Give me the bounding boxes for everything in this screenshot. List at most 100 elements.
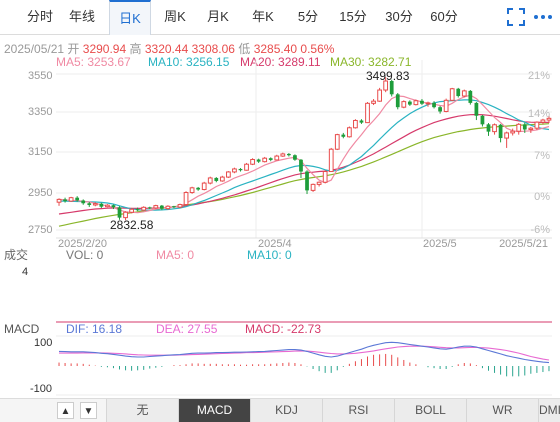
grid [56,60,552,396]
candles [56,77,552,221]
tab-weekly-k[interactable]: 周K [164,9,186,24]
price-axis-label: 3150 [28,146,52,158]
volume-title: 成交 [4,247,28,262]
candle-body [425,102,431,105]
candle-body [389,81,394,95]
tab-intraday[interactable]: 分时 [26,9,53,24]
candle-body [498,124,503,139]
candle-body [219,176,225,182]
candle-body [123,211,128,219]
more-icon[interactable] [533,8,553,26]
high-label: 高 [129,42,142,56]
candle-body [322,171,328,183]
pct-axis-label: -6% [530,224,550,236]
fullscreen-icon[interactable] [507,8,525,26]
date-axis-label: 2025/2/20 [58,238,107,250]
candle-body [334,134,340,150]
tab-15min[interactable]: 15分 [339,9,367,24]
candle-body [75,197,80,201]
open-value: 3290.94 [82,42,127,56]
candle-body [87,203,92,205]
price-axis-label: 2750 [28,224,52,236]
candle-body [189,187,195,194]
candle-body [207,177,213,184]
vol-ma10-legend: MA10: 0 [247,248,292,262]
pct-axis-label: 0% [534,191,550,203]
quote-date: 2025/05/21 [4,42,65,56]
tab-monthly-k[interactable]: 月K [207,9,229,24]
price-axis-label: 3350 [28,106,52,118]
dif-line [58,341,550,364]
indicator-tab-dmi[interactable]: DMI [538,399,560,422]
high-value: 3320.44 [144,42,189,56]
candle-body [177,204,183,208]
candle-body [449,88,455,101]
candle-body [534,121,540,129]
candle-body [413,100,419,106]
candle-body [420,100,424,104]
tab-yearly-k[interactable]: 年K [252,9,274,24]
price-axis-label: 3550 [28,70,52,82]
vol-ma5-legend: MA5: 0 [156,248,194,262]
candle-body [129,208,134,213]
open-label: 开 [67,42,80,56]
candle-body [443,99,449,112]
dif-legend: DIF: 16.18 [66,322,122,336]
ma10-line [59,99,550,211]
indicator-tab-rsi[interactable]: RSI [322,399,394,422]
candle-body [438,107,442,112]
macd-bars [58,353,550,377]
tab-yearly-line[interactable]: 年线 [68,9,95,24]
change-percent: 0.56% [300,42,335,56]
tab-5min[interactable]: 5分 [297,9,319,24]
candle-body [353,119,358,129]
candle-body [346,127,352,138]
indicator-bar: ▲ ▼ 无 MACD KDJ RSI BOLL WR DMI [0,398,560,422]
candle-body [141,206,147,211]
next-button[interactable]: ▼ [80,402,97,419]
dea-legend: DEA: 27.55 [156,322,218,336]
candle-body [238,168,243,171]
ma10-legend: MA10: 3256.15 [148,55,230,69]
indicator-tab-none[interactable]: 无 [106,399,178,422]
tab-30min[interactable]: 30分 [385,9,413,24]
ma20-legend: MA20: 3289.11 [240,55,321,69]
candle-body [528,127,534,130]
candle-body [522,124,527,130]
candle-body [407,101,412,105]
candle-body [492,124,497,133]
indicator-tab-wr[interactable]: WR [466,399,538,422]
candle-body [262,157,268,163]
prev-button[interactable]: ▲ [57,402,74,419]
candle-body [159,205,164,209]
candle-body [365,102,370,124]
candle-body [111,205,116,208]
candle-body [456,88,461,97]
indicator-tab-kdj[interactable]: KDJ [250,399,322,422]
pct-axis-label: 21% [528,70,550,82]
candle-body [432,102,436,108]
date-axis-label: 2025/5 [423,238,457,250]
close-value: 3308.06 [191,42,235,56]
candle-body [480,115,485,125]
candle-body [183,192,189,206]
tab-daily-k[interactable]: 日K [109,0,151,35]
volume-axis-value: 4 [22,266,28,278]
candle-body [328,148,334,173]
low-label: 低 [238,42,251,56]
candle-body [341,134,346,137]
kline-chart[interactable]: 3550 3350 3150 2950 2750 21% 14% 7% 0% -… [0,0,560,398]
macd-title: MACD [4,322,40,336]
low-value: 3285.40 [253,42,298,56]
candle-body [305,171,309,191]
tab-60min[interactable]: 60分 [430,9,458,24]
indicator-tab-boll[interactable]: BOLL [394,399,466,422]
indicator-tab-macd[interactable]: MACD [178,399,250,422]
candle-body [377,89,382,102]
candle-body [516,123,522,132]
dea-line [59,345,550,361]
quote-line: 2025/05/21 开 3290.94 高 3320.44 3308.06 低… [4,40,334,57]
ma-lines [58,94,550,227]
candle-body [250,159,255,165]
date-axis-label: 2025/5/21 [499,238,548,250]
